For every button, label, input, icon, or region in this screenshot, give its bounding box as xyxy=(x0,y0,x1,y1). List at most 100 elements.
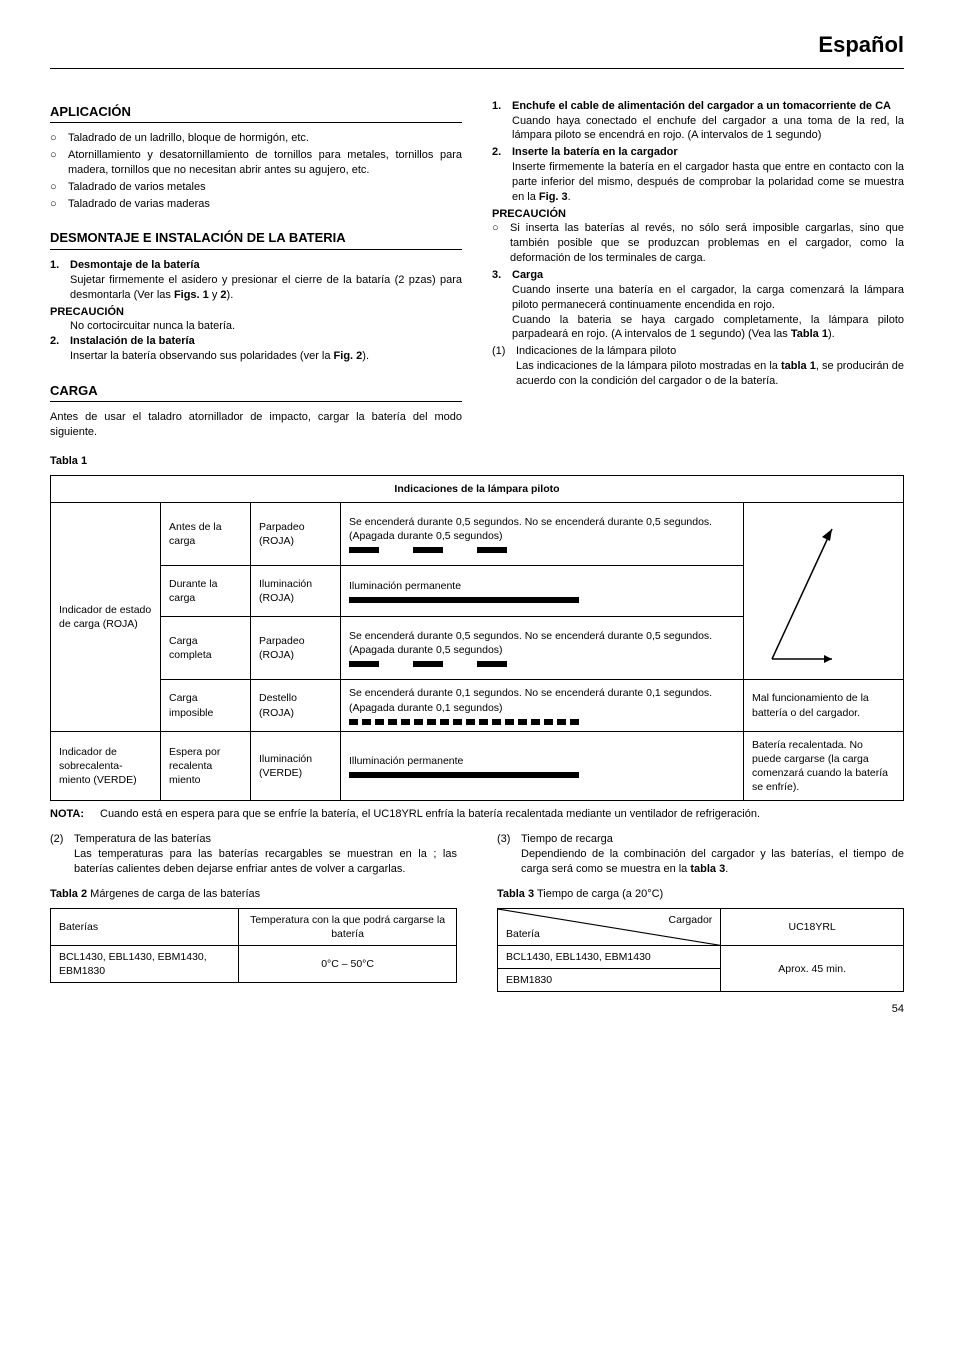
tabla1-label: Tabla 1 xyxy=(50,454,462,469)
bullet-icon xyxy=(50,197,68,212)
item-number: (2) xyxy=(50,832,74,877)
item-title: Desmontaje de la batería xyxy=(70,259,200,271)
item-body: Indicaciones de la lámpara piloto Las in… xyxy=(516,344,904,389)
table-arrow-cell xyxy=(744,503,904,680)
precaucion-body: Si inserta las baterías al revés, no sól… xyxy=(510,221,904,266)
table-1: Indicaciones de la lámpara piloto Indica… xyxy=(50,475,904,801)
step-body: Cuando inserte una batería en el cargado… xyxy=(512,284,904,311)
sub2-list: (2) Temperatura de las baterías Las temp… xyxy=(50,832,457,877)
table-ref: tabla 3 xyxy=(690,863,725,875)
table-cell: Mal funcionamiento de la battería o del … xyxy=(744,680,904,731)
section-desmontaje-title: DESMONTAJE E INSTALACIÓN DE LA BATERIA xyxy=(50,229,462,250)
precaucion-body: No cortocircuitar nunca la batería. xyxy=(50,319,462,334)
fig-ref: Figs. 1 xyxy=(174,289,209,301)
fig-ref: Fig. 3 xyxy=(539,191,568,203)
nota-label: NOTA: xyxy=(50,807,100,822)
table1-header: Indicaciones de la lámpara piloto xyxy=(51,475,904,502)
fig-ref: Fig. 2 xyxy=(334,350,363,362)
tabla3-caption: Tabla 3 Tiempo de carga (a 20°C) xyxy=(497,887,904,902)
item-number: (3) xyxy=(497,832,521,877)
table-cell: Iluminación (ROJA) xyxy=(251,566,341,617)
bottom-right: (3) Tiempo de recarga Dependiendo de la … xyxy=(497,832,904,992)
sub-body: . xyxy=(725,863,728,875)
sub-title: Temperatura de las baterías xyxy=(74,833,211,845)
item-number: 2. xyxy=(50,334,70,364)
step-body: Inserte firmemente la batería en el carg… xyxy=(512,161,904,203)
tabla2-label: Tabla 2 xyxy=(50,888,87,900)
nota-row: NOTA: Cuando está en espera para que se … xyxy=(50,807,904,822)
tabla3-label: Tabla 3 xyxy=(497,888,534,900)
table-cell: Parpadeo (ROJA) xyxy=(251,503,341,566)
item-text: ). xyxy=(362,350,369,362)
item-text: Sujetar firmemente el asidero y presiona… xyxy=(70,274,462,301)
list-item: Taladrado de varias maderas xyxy=(68,197,210,212)
item-body: Carga Cuando inserte una batería en el c… xyxy=(512,268,904,342)
aplicacion-list: Taladrado de un ladrillo, bloque de horm… xyxy=(50,131,462,211)
item-text: ). xyxy=(227,289,234,301)
bullet-icon xyxy=(50,148,68,178)
item-number: 3. xyxy=(492,268,512,342)
diagonal-line-icon xyxy=(498,909,720,945)
sub3-list: (3) Tiempo de recarga Dependiendo de la … xyxy=(497,832,904,877)
table-cell: Batería recalentada. No puede cargarse (… xyxy=(744,731,904,801)
step-body: Cuando la bateria se haya cargado comple… xyxy=(512,314,904,341)
blink-pattern xyxy=(349,547,735,553)
item-text: y xyxy=(209,289,221,301)
step-title: Carga xyxy=(512,269,543,281)
item-body: Temperatura de las baterías Las temperat… xyxy=(74,832,457,877)
t3-diag-header: Cargador Batería xyxy=(498,908,721,945)
solid-pattern xyxy=(349,597,579,603)
precaucion-label: PRECAUCIÓN xyxy=(50,305,462,320)
list-item: Atornillamiento y desatornillamiento de … xyxy=(68,148,462,178)
step-title: Inserte la batería en la cargador xyxy=(512,146,678,158)
step-title: Enchufe el cable de alimentación del car… xyxy=(512,100,891,112)
step-body: Cuando haya conectado el enchufe del car… xyxy=(512,115,904,142)
t3-cell: EBM1830 xyxy=(498,969,721,992)
table-cell: Se encenderá durante 0,5 segundos. No se… xyxy=(341,503,744,566)
bullet-icon xyxy=(50,131,68,146)
arrow-icon xyxy=(752,509,852,669)
section-carga-title: CARGA xyxy=(50,382,462,403)
sub-title: Tiempo de recarga xyxy=(521,833,613,845)
cell-text: Se encenderá durante 0,5 segundos. No se… xyxy=(349,516,712,542)
table-cell: Se encenderá durante 0,5 segundos. No se… xyxy=(341,617,744,680)
language-header: Español xyxy=(50,30,904,60)
bullet-icon xyxy=(50,180,68,195)
cell-text: Se encenderá durante 0,5 segundos. No se… xyxy=(349,630,712,656)
t2-header: Temperatura con la que podrá cargarse la… xyxy=(239,908,457,945)
right-column: 1. Enchufe el cable de alimentación del … xyxy=(492,99,904,469)
table-cell: Se encenderá durante 0,1 segundos. No se… xyxy=(341,680,744,731)
cell-text: Illuminación permanente xyxy=(349,755,463,767)
bullet-icon xyxy=(492,221,510,266)
item-number: (1) xyxy=(492,344,516,389)
precaucion-label: PRECAUCIÓN xyxy=(492,207,904,222)
sub-title: Indicaciones de la lámpara piloto xyxy=(516,345,676,357)
blink-pattern xyxy=(349,661,735,667)
item-number: 1. xyxy=(492,99,512,144)
dash-pattern xyxy=(349,719,735,725)
table-cell: Parpadeo (ROJA) xyxy=(251,617,341,680)
t3-cell: Aprox. 45 min. xyxy=(721,945,904,991)
solid-pattern xyxy=(349,772,579,778)
table1-col1b: Indicador de sobrecalenta-miento (VERDE) xyxy=(51,731,161,801)
table-cell: Espera por recalenta miento xyxy=(161,731,251,801)
charging-steps: 1. Enchufe el cable de alimentación del … xyxy=(492,99,904,205)
t2-cell: BCL1430, EBL1430, EBM1430, EBM1830 xyxy=(51,945,239,982)
item-number: 1. xyxy=(50,258,70,303)
table-3: Cargador Batería UC18YRL BCL1430, EBL143… xyxy=(497,908,904,993)
sub-body: Las temperaturas para las baterías recar… xyxy=(74,848,457,875)
t3-header: UC18YRL xyxy=(721,908,904,945)
item-body: Instalación de la batería Insertar la ba… xyxy=(70,334,462,364)
page-number: 54 xyxy=(50,1002,904,1017)
table-cell: Antes de la carga xyxy=(161,503,251,566)
cell-text: Iluminación permanente xyxy=(349,580,461,592)
top-divider xyxy=(50,68,904,69)
table-cell: Iluminación permanente xyxy=(341,566,744,617)
desmontaje-list-2: 2. Instalación de la batería Insertar la… xyxy=(50,334,462,364)
table-ref: Tabla 1 xyxy=(791,328,828,340)
bottom-columns: (2) Temperatura de las baterías Las temp… xyxy=(50,832,904,992)
t2-header: Baterías xyxy=(51,908,239,945)
item-body: Inserte la batería en la cargador Insert… xyxy=(512,145,904,204)
item-text: Insertar la batería observando sus polar… xyxy=(70,350,334,362)
desmontaje-list: 1. Desmontaje de la batería Sujetar firm… xyxy=(50,258,462,303)
